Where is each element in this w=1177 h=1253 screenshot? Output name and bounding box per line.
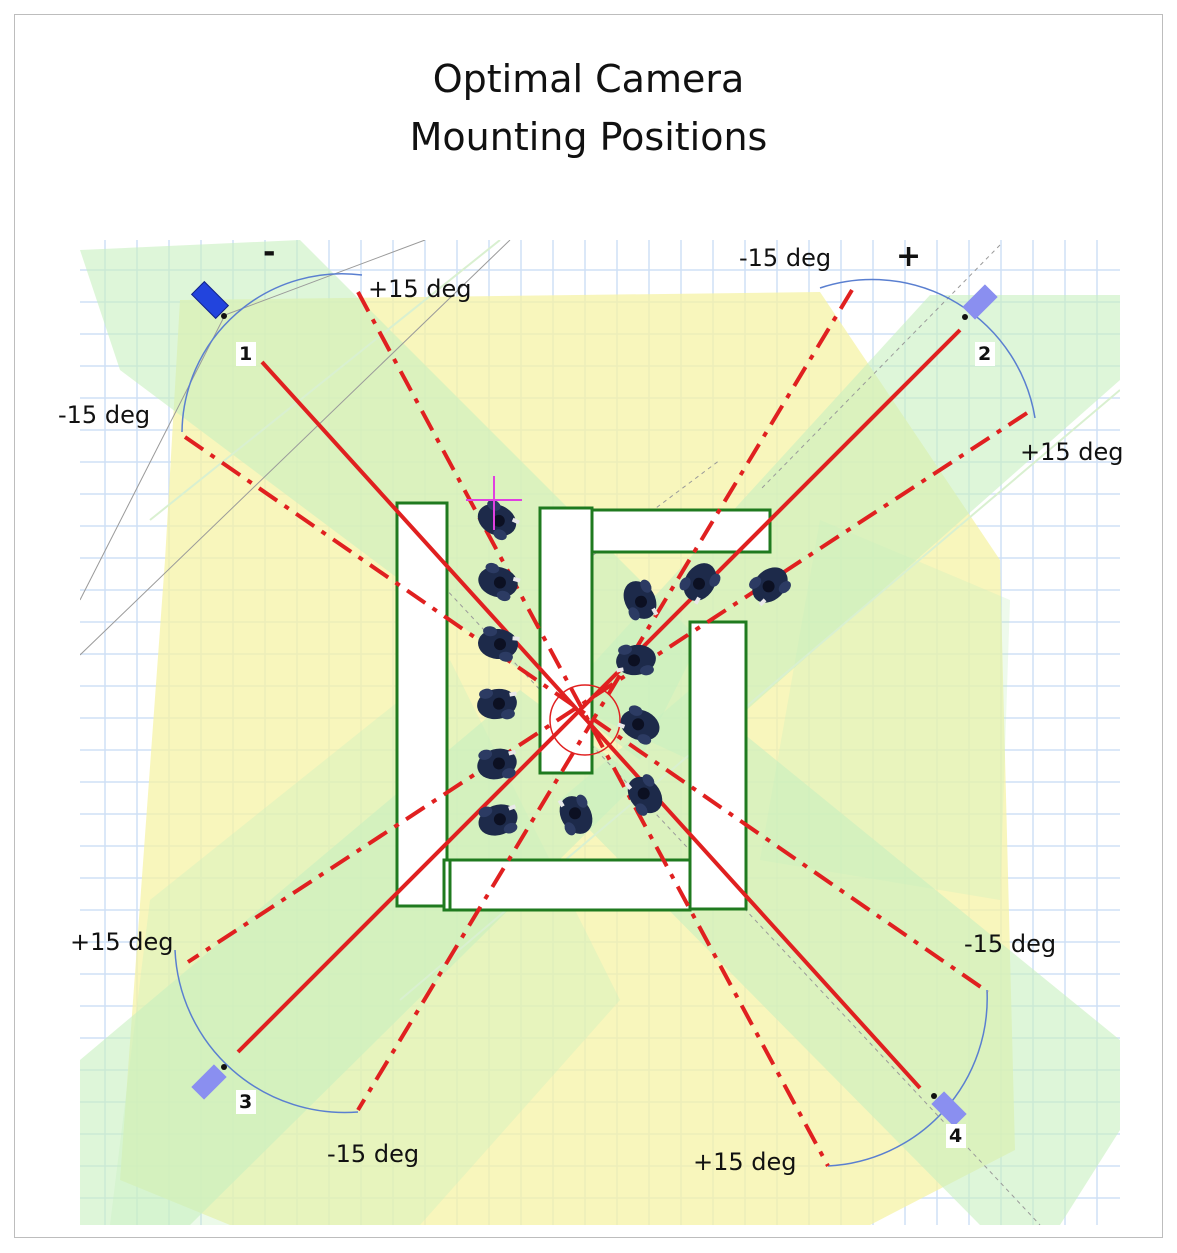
arc-camera-2 (819, 278, 1036, 419)
camera-number-2: 2 (978, 343, 991, 365)
cameras (190, 280, 998, 1127)
arc-camera-1 (181, 272, 363, 433)
counter-top-right (590, 508, 772, 554)
reference-lines (80, 240, 1041, 1225)
camera-number-4: 4 (949, 1125, 962, 1147)
camera-icon (962, 284, 998, 320)
camera-icon (931, 1091, 967, 1127)
title-line-2: Mounting Positions (409, 115, 768, 159)
diagram-title: Optimal Camera Mounting Positions (0, 50, 1177, 166)
camera-2-plus-label: +15 deg (1020, 438, 1124, 466)
camera-3-plus-label: +15 deg (70, 928, 174, 956)
camera-icon (190, 280, 230, 320)
fov-limit-lines (183, 288, 1029, 1167)
camera-number-1: 1 (239, 343, 252, 365)
counter-right (688, 620, 748, 911)
limit-line-c (356, 288, 854, 1112)
floor-plan: 1 2 3 4 (80, 240, 1120, 1225)
target-circle (549, 684, 621, 756)
camera-2-minus-label: -15 deg (739, 244, 831, 272)
limit-line-b (356, 291, 830, 1167)
camera-4-minus-label: -15 deg (964, 930, 1056, 958)
counter-left (395, 501, 449, 908)
plus-sign: + (896, 239, 921, 274)
crosshair-icon (466, 476, 522, 530)
minus-sign: - (263, 235, 275, 270)
camera-4-plus-label: +15 deg (693, 1148, 797, 1176)
limit-line-d (186, 411, 1029, 964)
arc-camera-3 (174, 949, 359, 1114)
limit-line-a (183, 435, 990, 994)
camera-1-minus-label: -15 deg (58, 401, 150, 429)
camera-number-3: 3 (239, 1091, 252, 1113)
title-line-1: Optimal Camera (432, 57, 745, 101)
camera-1-plus-label: +15 deg (368, 275, 472, 303)
counter-bottom (442, 858, 692, 912)
camera-number-tags (236, 342, 995, 1148)
counter-center (538, 506, 594, 775)
camera-icon (191, 1064, 227, 1100)
counters (395, 501, 772, 912)
camera-3-minus-label: -15 deg (327, 1140, 419, 1168)
